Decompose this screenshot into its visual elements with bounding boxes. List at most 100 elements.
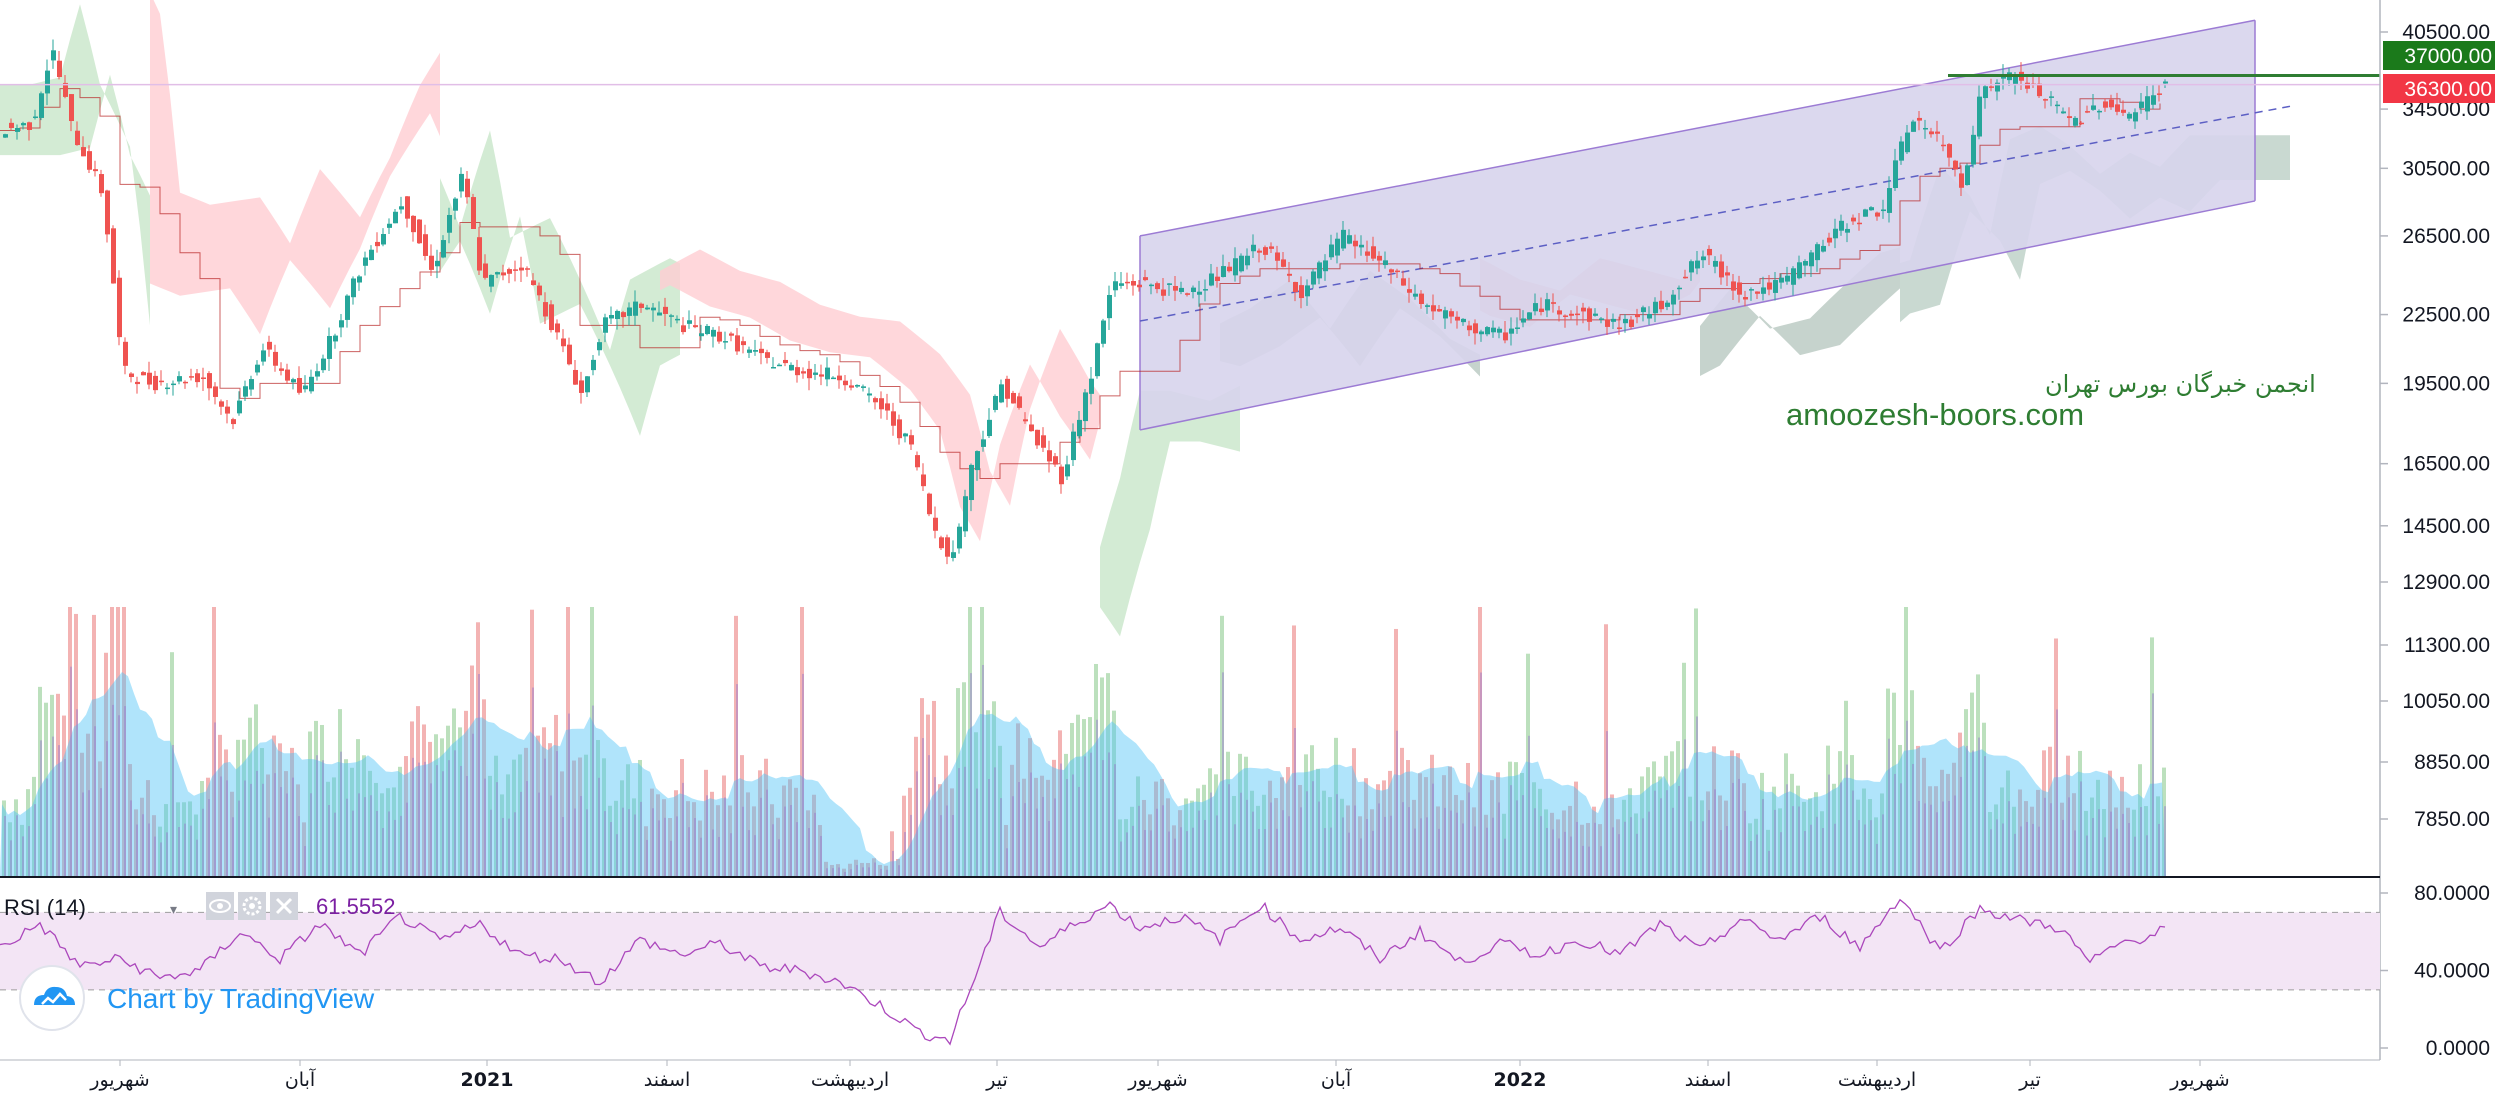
channel-lower-line[interactable] xyxy=(1139,200,2256,431)
candle-body[interactable] xyxy=(1749,289,1754,291)
candle-body[interactable] xyxy=(1959,173,1964,188)
candle-body[interactable] xyxy=(411,215,416,233)
candle-body[interactable] xyxy=(417,219,422,244)
candle-body[interactable] xyxy=(279,368,284,371)
candle-body[interactable] xyxy=(543,302,548,317)
candle-body[interactable] xyxy=(165,387,170,390)
candle-body[interactable] xyxy=(1995,82,2000,92)
candle-body[interactable] xyxy=(1671,294,1676,305)
candle-body[interactable] xyxy=(1947,144,1952,158)
candle-body[interactable] xyxy=(375,241,380,247)
candle-body[interactable] xyxy=(711,329,716,337)
candle-body[interactable] xyxy=(1611,318,1616,322)
candle-body[interactable] xyxy=(1587,308,1592,322)
close-icon[interactable] xyxy=(270,892,298,920)
candle-body[interactable] xyxy=(399,206,404,210)
candle-body[interactable] xyxy=(1269,246,1274,249)
candle-body[interactable] xyxy=(867,393,872,396)
candle-body[interactable] xyxy=(2121,109,2126,113)
candle-body[interactable] xyxy=(2145,96,2150,112)
candle-body[interactable] xyxy=(2061,111,2066,114)
candle-body[interactable] xyxy=(1041,435,1046,448)
candle-body[interactable] xyxy=(789,364,794,371)
eye-icon[interactable] xyxy=(206,892,234,920)
candle-body[interactable] xyxy=(261,350,266,362)
time-axis[interactable]: شهریور آبان 2021 اسفند اردیبهشت تیر شهریور آبان… xyxy=(89,1060,2230,1091)
candle-body[interactable] xyxy=(849,385,854,388)
candle-body[interactable] xyxy=(1515,327,1520,329)
candle-body[interactable] xyxy=(1821,245,1826,252)
candle-body[interactable] xyxy=(807,368,812,379)
candle-body[interactable] xyxy=(603,317,608,333)
candle-body[interactable] xyxy=(1245,255,1250,266)
candle-body[interactable] xyxy=(471,197,476,230)
candle-body[interactable] xyxy=(1755,291,1760,294)
candle-body[interactable] xyxy=(273,351,278,366)
candle-body[interactable] xyxy=(1251,244,1256,252)
candle-body[interactable] xyxy=(1629,319,1634,328)
candle-body[interactable] xyxy=(585,376,590,393)
candle-body[interactable] xyxy=(1137,284,1142,288)
candle-body[interactable] xyxy=(1149,284,1154,287)
candle-body[interactable] xyxy=(2049,96,2054,98)
candle-body[interactable] xyxy=(1455,316,1460,321)
candle-body[interactable] xyxy=(591,359,596,371)
candle-body[interactable] xyxy=(171,383,176,386)
candle-body[interactable] xyxy=(1581,307,1586,312)
candle-body[interactable] xyxy=(1965,165,1970,186)
candle-body[interactable] xyxy=(2091,105,2096,110)
candle-body[interactable] xyxy=(441,240,446,258)
candle-body[interactable] xyxy=(297,377,302,393)
candle-body[interactable] xyxy=(351,278,356,298)
candle-body[interactable] xyxy=(1101,320,1106,344)
candle-body[interactable] xyxy=(759,348,764,354)
candle-body[interactable] xyxy=(903,433,908,437)
candle-body[interactable] xyxy=(777,364,782,367)
candle-body[interactable] xyxy=(1257,250,1262,253)
candle-body[interactable] xyxy=(1467,325,1472,331)
candle-body[interactable] xyxy=(723,341,728,343)
candle-body[interactable] xyxy=(1317,262,1322,279)
candle-body[interactable] xyxy=(1209,273,1214,286)
candle-body[interactable] xyxy=(321,358,326,371)
candle-body[interactable] xyxy=(1989,86,1994,88)
candle-body[interactable] xyxy=(921,474,926,487)
candle-body[interactable] xyxy=(87,151,92,170)
candle-body[interactable] xyxy=(1575,313,1580,316)
candle-body[interactable] xyxy=(153,375,158,391)
candle-body[interactable] xyxy=(2139,101,2144,108)
candle-body[interactable] xyxy=(1191,287,1196,293)
regression-channel[interactable] xyxy=(1139,19,2291,431)
candle-body[interactable] xyxy=(1845,228,1850,233)
candle-body[interactable] xyxy=(699,333,704,337)
candle-body[interactable] xyxy=(1479,331,1484,335)
candle-body[interactable] xyxy=(393,211,398,224)
candle-body[interactable] xyxy=(1215,276,1220,281)
tradingview-credit[interactable]: Chart by TradingView xyxy=(19,965,375,1031)
candle-body[interactable] xyxy=(1179,287,1184,293)
candle-body[interactable] xyxy=(1113,281,1118,291)
candle-body[interactable] xyxy=(21,123,26,126)
candle-body[interactable] xyxy=(633,301,638,316)
candle-body[interactable] xyxy=(105,190,110,235)
candle-body[interactable] xyxy=(303,385,308,390)
candle-body[interactable] xyxy=(423,234,428,256)
candle-body[interactable] xyxy=(1473,323,1478,334)
candle-body[interactable] xyxy=(1869,207,1874,211)
candle-body[interactable] xyxy=(1227,266,1232,272)
candle-body[interactable] xyxy=(1797,262,1802,279)
candle-body[interactable] xyxy=(333,335,338,342)
candle-body[interactable] xyxy=(489,274,494,287)
candle-body[interactable] xyxy=(1425,305,1430,307)
candle-body[interactable] xyxy=(1689,261,1694,273)
candle-body[interactable] xyxy=(2073,117,2078,126)
candle-body[interactable] xyxy=(1233,258,1238,276)
candle-body[interactable] xyxy=(975,451,980,471)
candle-body[interactable] xyxy=(1143,277,1148,281)
candle-body[interactable] xyxy=(2037,83,2042,97)
candle-body[interactable] xyxy=(1371,246,1376,259)
candle-body[interactable] xyxy=(369,249,374,261)
candle-body[interactable] xyxy=(969,464,974,501)
candle-body[interactable] xyxy=(861,386,866,388)
candle-body[interactable] xyxy=(1407,289,1412,293)
